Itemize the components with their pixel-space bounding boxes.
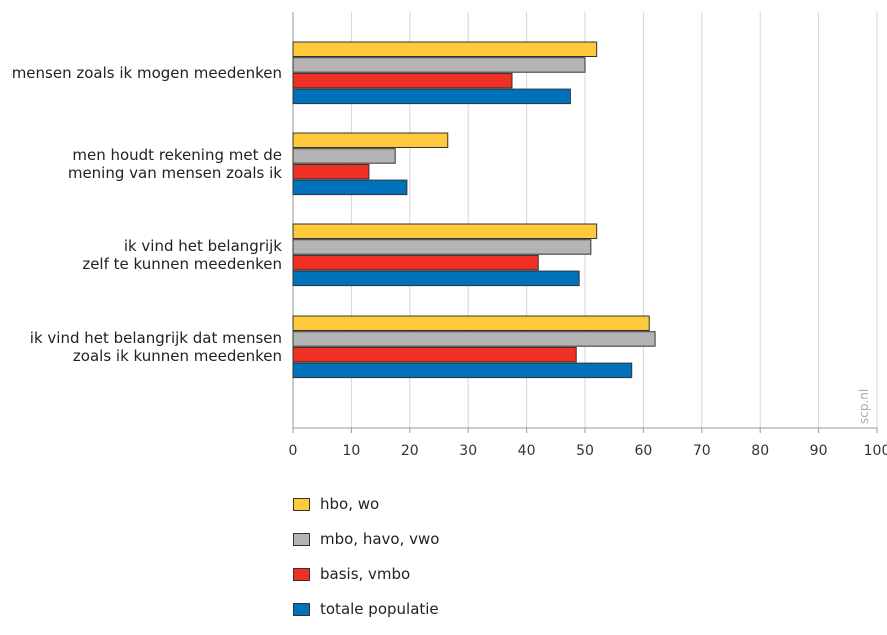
x-tick-label: 30 xyxy=(459,443,477,459)
bar xyxy=(292,57,586,73)
legend-item: basis, vmbo xyxy=(293,565,439,583)
category-label: men houdt rekening met de mening van mens… xyxy=(68,146,282,182)
bar xyxy=(292,346,577,363)
bar xyxy=(292,362,633,379)
bar xyxy=(292,179,408,196)
category-label: ik vind het belangrijk dat mensen zoals i… xyxy=(30,329,282,365)
bar xyxy=(292,270,580,287)
category-label: mensen zoals ik mogen meedenken xyxy=(12,64,282,82)
bar xyxy=(292,223,598,239)
legend-swatch xyxy=(293,532,310,546)
category-label: ik vind het belangrijk zelf te kunnen mee… xyxy=(82,237,282,273)
legend-item: hbo, wo xyxy=(293,495,439,513)
legend: hbo, wo mbo, havo, vwo basis, vmbo total… xyxy=(293,495,439,635)
legend-item: mbo, havo, vwo xyxy=(293,530,439,548)
legend-label: totale populatie xyxy=(320,600,439,618)
x-tick-label: 50 xyxy=(576,443,594,459)
x-axis-ticks: 0 10 20 30 40 50 60 70 80 90 100 xyxy=(289,443,887,459)
bar xyxy=(292,254,539,271)
x-tick-label: 10 xyxy=(342,443,360,459)
legend-item: totale populatie xyxy=(293,600,439,618)
bar xyxy=(292,132,449,148)
legend-label: basis, vmbo xyxy=(320,565,411,583)
x-tick-label: 40 xyxy=(518,443,536,459)
bar xyxy=(292,239,592,255)
bars xyxy=(292,41,656,379)
legend-swatch xyxy=(293,602,310,616)
x-tick-label: 90 xyxy=(810,443,828,459)
x-tick-label: 70 xyxy=(693,443,711,459)
x-tick-label: 0 xyxy=(289,443,298,459)
legend-label: mbo, havo, vwo xyxy=(320,530,440,548)
bar xyxy=(292,88,571,105)
x-tick-label: 100 xyxy=(864,443,887,459)
x-tick-label: 20 xyxy=(401,443,419,459)
legend-swatch xyxy=(293,567,310,581)
bar xyxy=(292,163,370,180)
watermark: scp.nl xyxy=(857,389,871,424)
bar xyxy=(292,315,650,331)
bar-chart: mensen zoals ik mogen meedenken men houdt… xyxy=(12,12,887,459)
x-tick-label: 60 xyxy=(634,443,652,459)
x-tick-label: 80 xyxy=(751,443,769,459)
bar xyxy=(292,41,598,57)
legend-label: hbo, wo xyxy=(320,495,380,513)
legend-swatch xyxy=(293,497,310,511)
category-labels: mensen zoals ik mogen meedenken men houdt… xyxy=(12,64,283,365)
bar xyxy=(292,72,513,89)
bar xyxy=(292,331,656,347)
bar xyxy=(292,148,396,164)
